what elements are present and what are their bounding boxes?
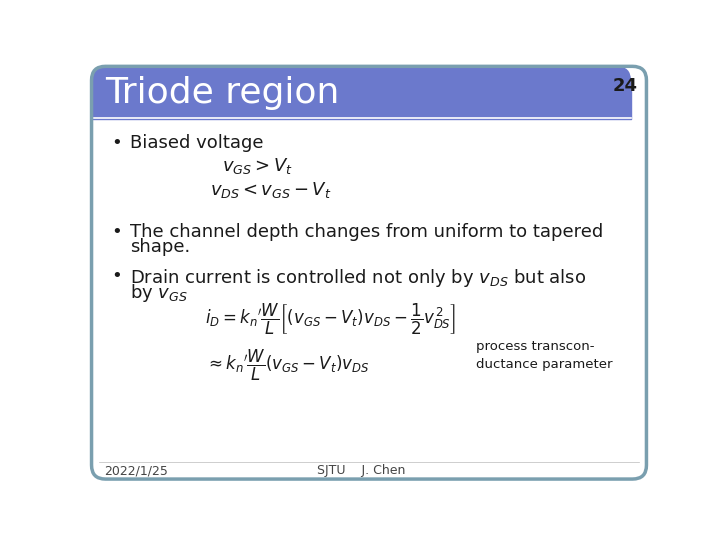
Text: 24: 24 <box>612 77 637 95</box>
Text: 2022/1/25: 2022/1/25 <box>104 464 168 477</box>
Text: $\approx k_n{}'\dfrac{W}{L}(v_{GS}-V_t)v_{DS}$: $\approx k_n{}'\dfrac{W}{L}(v_{GS}-V_t)v… <box>204 348 369 383</box>
Text: by $v_{GS}$: by $v_{GS}$ <box>130 282 188 304</box>
FancyBboxPatch shape <box>91 66 631 119</box>
Text: shape.: shape. <box>130 238 191 256</box>
Text: Drain current is controlled not only by $v_{DS}$ but also: Drain current is controlled not only by … <box>130 267 587 288</box>
Text: •: • <box>112 267 122 285</box>
Text: $i_D = k_n{}'\dfrac{W}{L}\left[(v_{GS}-V_t)v_{DS} - \dfrac{1}{2}v_{DS}^{\,2}\rig: $i_D = k_n{}'\dfrac{W}{L}\left[(v_{GS}-V… <box>204 302 456 337</box>
Text: $v_{DS} < v_{GS} - V_t$: $v_{DS} < v_{GS} - V_t$ <box>210 180 332 200</box>
Text: process transcon-
ductance parameter: process transcon- ductance parameter <box>476 340 613 372</box>
Text: The channel depth changes from uniform to tapered: The channel depth changes from uniform t… <box>130 222 603 241</box>
Text: •: • <box>112 222 122 241</box>
Text: Biased voltage: Biased voltage <box>130 134 264 152</box>
Text: $v_{GS} > V_t$: $v_{GS} > V_t$ <box>222 156 292 176</box>
Text: SJTU    J. Chen: SJTU J. Chen <box>317 464 405 477</box>
Text: •: • <box>112 134 122 152</box>
Text: Triode region: Triode region <box>106 76 340 110</box>
